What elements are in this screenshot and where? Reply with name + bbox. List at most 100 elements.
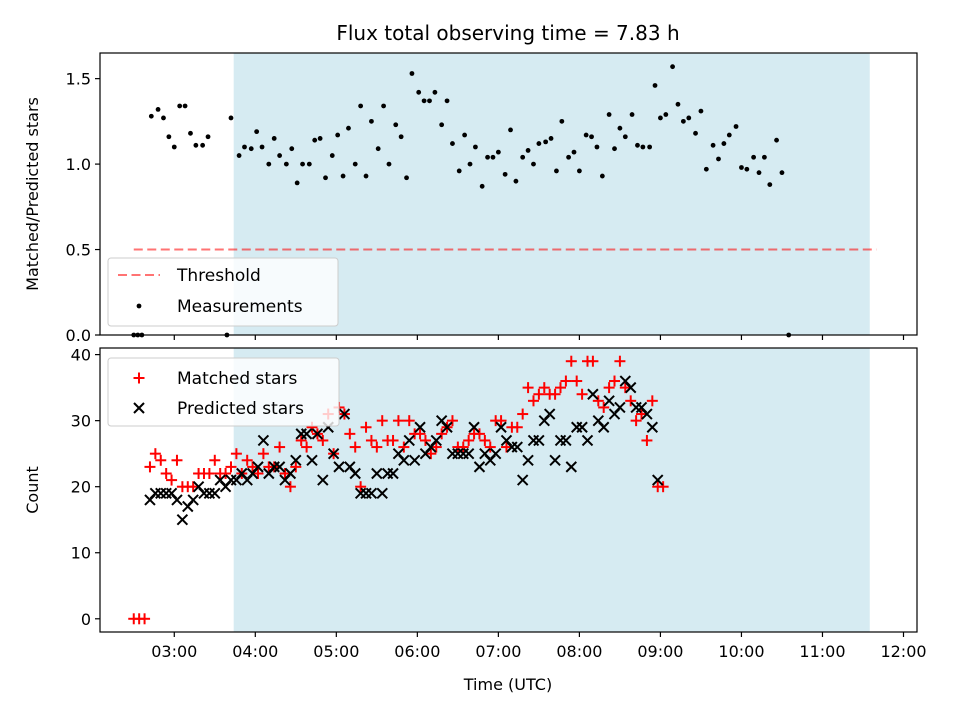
predicted-star-point [560,434,572,447]
predicted-star-point [597,421,610,433]
legend-threshold-label: Threshold [176,266,261,286]
measurement-point [329,153,335,158]
measurement-point [456,168,462,174]
measurement-point [617,125,623,131]
predicted-star-point [376,487,388,500]
predicted-star-point [371,467,383,480]
predicted-star-point [284,467,297,480]
measurement-point [300,161,305,167]
matched-star-point [495,415,507,427]
legend-matched-marker [133,372,145,384]
matched-star-point [517,408,529,420]
matched-star-point [522,382,534,394]
matched-star-point [360,421,372,433]
predicted-star-point [408,454,421,466]
measurement-point [335,132,341,138]
count-y-tick-label: 0 [81,610,91,629]
predicted-star-point [311,428,324,440]
measurement-point [386,161,392,167]
matched-star-point [230,448,242,460]
count-y-tick-label: 30 [71,412,91,431]
matched-star-point [295,434,307,446]
measurement-point [236,153,242,158]
measurement-point [647,144,653,150]
measurement-point [525,148,531,153]
matched-star-point [317,434,329,446]
measurement-point [744,166,750,172]
matched-star-point [355,481,367,493]
measurement-point [369,118,374,124]
measurement-point [652,83,658,88]
time-x-tick-label: 09:00 [637,642,683,661]
predicted-stars-series [144,375,664,526]
matched-star-point [171,454,183,466]
matched-star-point [576,388,588,400]
measurement-point [398,134,404,140]
predicted-star-point [652,474,664,486]
predicted-star-point [468,421,480,433]
measurement-point [680,118,686,124]
predicted-star-point [171,494,183,506]
predicted-star-point [333,461,345,473]
measurement-point [520,154,526,160]
measurement-point [248,146,254,152]
measurement-point [485,154,490,160]
matched-star-point [425,448,437,460]
measurement-point [490,154,496,160]
measurement-point [559,118,565,124]
measurement-point [495,149,501,155]
measurement-point [716,156,721,162]
measurement-point [155,107,161,112]
matched-star-point [398,441,410,453]
measurement-point [508,127,513,133]
matched-star-point [371,441,383,453]
matched-star-point [247,461,259,473]
matched-star-point [630,415,642,427]
measurement-point [166,134,172,140]
measurement-point [583,132,589,138]
measurement-point [693,130,698,136]
time-x-tick-label: 11:00 [799,642,845,661]
count-legend: Matched stars Predicted stars [107,357,340,427]
matched-star-point [549,388,561,400]
matched-star-point [565,355,577,367]
matched-star-point [614,355,626,367]
measurement-point [548,136,554,141]
matched-star-point [527,395,539,407]
predicted-star-point [543,408,556,420]
measurement-point [346,125,351,131]
predicted-star-point [252,461,264,473]
measurement-point [751,154,756,160]
matched-star-point [274,441,286,453]
measurement-point [576,168,582,174]
matched-star-point [279,467,291,479]
ratio-legend: Threshold Measurements [107,257,339,327]
predicted-star-point [176,514,189,526]
measurement-point [444,98,450,104]
predicted-star-point [646,421,659,433]
measurement-point [473,144,478,150]
matched-star-point [500,441,512,453]
predicted-star-point [565,461,578,473]
ratio-y-axis: 0.0 0.5 1.0 1.5 [66,70,100,345]
measurement-point [171,144,177,150]
measurement-point [739,165,744,170]
time-x-tick-label: 07:00 [475,642,521,661]
measurement-point [599,173,605,179]
matched-star-point [349,441,361,453]
measurement-point [188,130,193,136]
matched-star-point [436,428,448,440]
matched-star-point [571,375,583,387]
predicted-star-point [306,454,318,466]
measurement-point [228,115,234,121]
predicted-star-point [365,487,378,500]
matched-star-point [641,434,653,446]
measurement-point [352,161,358,167]
legend-matched-swatch [133,372,145,384]
measurement-point [479,183,485,189]
predicted-star-point [462,447,475,460]
ratio-y-tick-label: 0.5 [66,241,91,260]
measurement-point [686,115,692,121]
predicted-star-point [414,421,426,433]
